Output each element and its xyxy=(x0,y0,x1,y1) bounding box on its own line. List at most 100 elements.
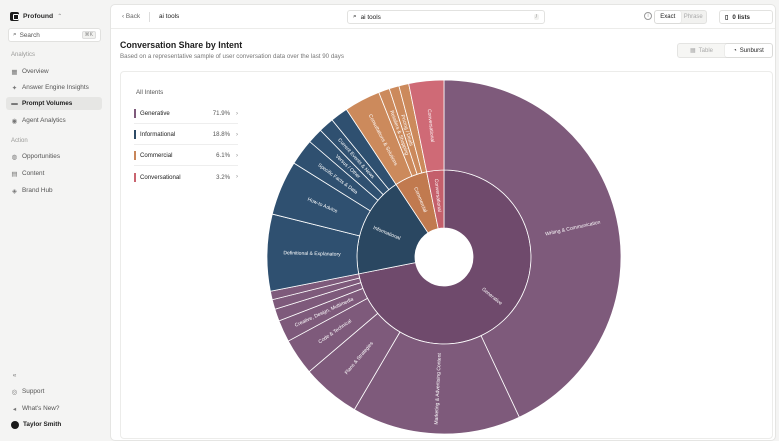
sunburst-outer-label: Marketing & Advertising Content xyxy=(434,352,443,424)
bulb-icon: ◍ xyxy=(11,153,18,161)
legend-row-commercial[interactable]: Commercial 6.1% › xyxy=(134,146,238,166)
back-label: Back xyxy=(125,13,141,20)
legend-value: 3.2% xyxy=(216,173,230,181)
section-action: Action xyxy=(11,138,28,144)
sidebar-item-label: Content xyxy=(22,170,45,177)
sunburst-outer-label: Conversational xyxy=(426,109,435,143)
support-icon: ◎ xyxy=(11,388,18,396)
sunburst-outer-label: Definitional & Explanatory xyxy=(283,250,341,257)
match-mode-toggle: Exact Phrase xyxy=(654,10,707,24)
legend-value: 71.9% xyxy=(212,110,230,117)
whats-new-label: What's New? xyxy=(22,405,60,412)
hub-icon: ◈ xyxy=(12,187,17,195)
brand-name: Profound xyxy=(23,12,54,20)
avatar xyxy=(11,420,19,429)
tab-sunburst-label: Sunburst xyxy=(739,47,764,54)
match-phrase-option[interactable]: Phrase xyxy=(683,14,703,20)
back-button[interactable]: ‹ Back xyxy=(122,13,140,20)
breadcrumb-divider xyxy=(149,12,150,22)
legend-swatch xyxy=(134,130,136,139)
agent-icon: ◉ xyxy=(11,117,18,125)
prompt-search-input[interactable]: ⌕ ai tools / xyxy=(347,10,545,24)
search-icon: ⌕ xyxy=(353,13,357,20)
sidebar-item-answer-engine-insights[interactable]: ✦ Answer Engine Insights xyxy=(6,81,102,94)
table-icon: ▦ xyxy=(689,48,696,54)
chevron-right-icon: › xyxy=(236,152,238,159)
chevron-left-icon: ‹ xyxy=(122,13,126,20)
page-subtitle: Based on a representative sample of user… xyxy=(120,53,344,60)
legend-name: Informational xyxy=(140,131,176,138)
legend-value: 18.8% xyxy=(212,131,230,138)
sunburst-inner-label: Conversational xyxy=(433,178,442,212)
sidebar-item-label: Overview xyxy=(22,68,49,75)
tab-sunburst[interactable]: ◔ Sunburst xyxy=(725,44,772,57)
sidebar-item-label: Prompt Volumes xyxy=(22,100,73,107)
legend-row-informational[interactable]: Informational 18.8% › xyxy=(134,125,238,145)
sunburst-icon: ◔ xyxy=(733,47,737,54)
chevron-right-icon: › xyxy=(236,131,238,138)
top-bar: ‹ Back ai tools ⌕ ai tools / i Exact Phr… xyxy=(111,5,775,29)
sparkle-icon: ✦ xyxy=(11,84,18,92)
lists-button[interactable]: ▯ 0 lists xyxy=(719,10,773,24)
sidebar-item-agent-analytics[interactable]: ◉ Agent Analytics xyxy=(6,114,102,127)
lists-label: 0 lists xyxy=(732,13,750,21)
support-link[interactable]: ◎ Support xyxy=(6,385,102,398)
search-icon: ⌕ xyxy=(13,31,17,38)
bookmark-icon: ▯ xyxy=(725,13,729,21)
legend-name: Generative xyxy=(140,110,170,117)
breadcrumb: ai tools xyxy=(159,13,180,20)
chat-icon: ▬ xyxy=(11,100,18,107)
collapse-icon: « xyxy=(12,372,17,379)
grid-icon: ▦ xyxy=(11,68,18,76)
user-name: Taylor Smith xyxy=(23,421,62,428)
chevron-right-icon: › xyxy=(236,174,238,180)
prompt-search-value: ai tools xyxy=(360,13,381,21)
legend-swatch xyxy=(134,151,136,160)
match-exact-option[interactable]: Exact xyxy=(655,11,681,23)
page-title: Conversation Share by Intent xyxy=(120,40,243,50)
tab-table[interactable]: ▦ Table xyxy=(678,44,725,57)
sidebar-item-brand-hub[interactable]: ◈ Brand Hub xyxy=(6,184,102,197)
sidebar-search[interactable]: ⌕ Search ⌘K xyxy=(8,28,101,42)
user-menu[interactable]: Taylor Smith xyxy=(6,418,102,431)
sidebar: Profound ⌃ ⌕ Search ⌘K Analytics ▦ Overv… xyxy=(0,0,108,441)
legend-row-generative[interactable]: Generative 71.9% › xyxy=(134,104,238,124)
legend-swatch xyxy=(134,109,136,118)
collapse-sidebar-button[interactable]: « xyxy=(6,369,26,382)
whats-new-link[interactable]: ◂ What's New? xyxy=(6,402,102,415)
view-toggle: ▦ Table ◔ Sunburst xyxy=(677,43,773,58)
support-label: Support xyxy=(22,388,45,395)
section-analytics: Analytics xyxy=(11,52,36,58)
search-shortcut: / xyxy=(533,14,539,20)
workspace-switcher[interactable]: Profound ⌃ xyxy=(10,9,62,23)
sidebar-item-label: Brand Hub xyxy=(22,187,53,194)
sidebar-item-prompt-volumes[interactable]: ▬ Prompt Volumes xyxy=(6,97,102,110)
sunburst-outer-segment[interactable] xyxy=(408,79,445,173)
legend-name: Commercial xyxy=(140,152,173,159)
megaphone-icon: ◂ xyxy=(12,405,17,413)
tab-table-label: Table xyxy=(698,47,713,54)
sidebar-item-opportunities[interactable]: ◍ Opportunities xyxy=(6,150,102,163)
profound-logo-icon xyxy=(10,11,19,21)
legend-title: All Intents xyxy=(136,89,164,96)
sunburst-outer-segment[interactable] xyxy=(353,331,520,435)
search-shortcut: ⌘K xyxy=(81,31,96,39)
legend-swatch xyxy=(134,172,136,182)
sidebar-item-overview[interactable]: ▦ Overview xyxy=(6,65,102,78)
legend-row-conversational[interactable]: Conversational 3.2% › xyxy=(134,167,238,187)
sidebar-search-placeholder: Search xyxy=(19,31,40,39)
sunburst-outer-segment[interactable] xyxy=(443,79,622,418)
sidebar-item-content[interactable]: ▤ Content xyxy=(6,167,102,180)
info-icon[interactable]: i xyxy=(644,12,652,20)
main-panel: ‹ Back ai tools ⌕ ai tools / i Exact Phr… xyxy=(110,4,776,441)
sidebar-item-label: Opportunities xyxy=(22,153,61,160)
sidebar-item-label: Answer Engine Insights xyxy=(22,84,89,91)
chevron-right-icon: › xyxy=(236,110,238,117)
legend-name: Conversational xyxy=(140,173,181,181)
chevron-updown-icon: ⌃ xyxy=(57,13,63,20)
chart-panel: All Intents Generative 71.9% › Informati… xyxy=(120,71,773,439)
sidebar-item-label: Agent Analytics xyxy=(22,117,66,124)
legend-value: 6.1% xyxy=(216,152,230,159)
